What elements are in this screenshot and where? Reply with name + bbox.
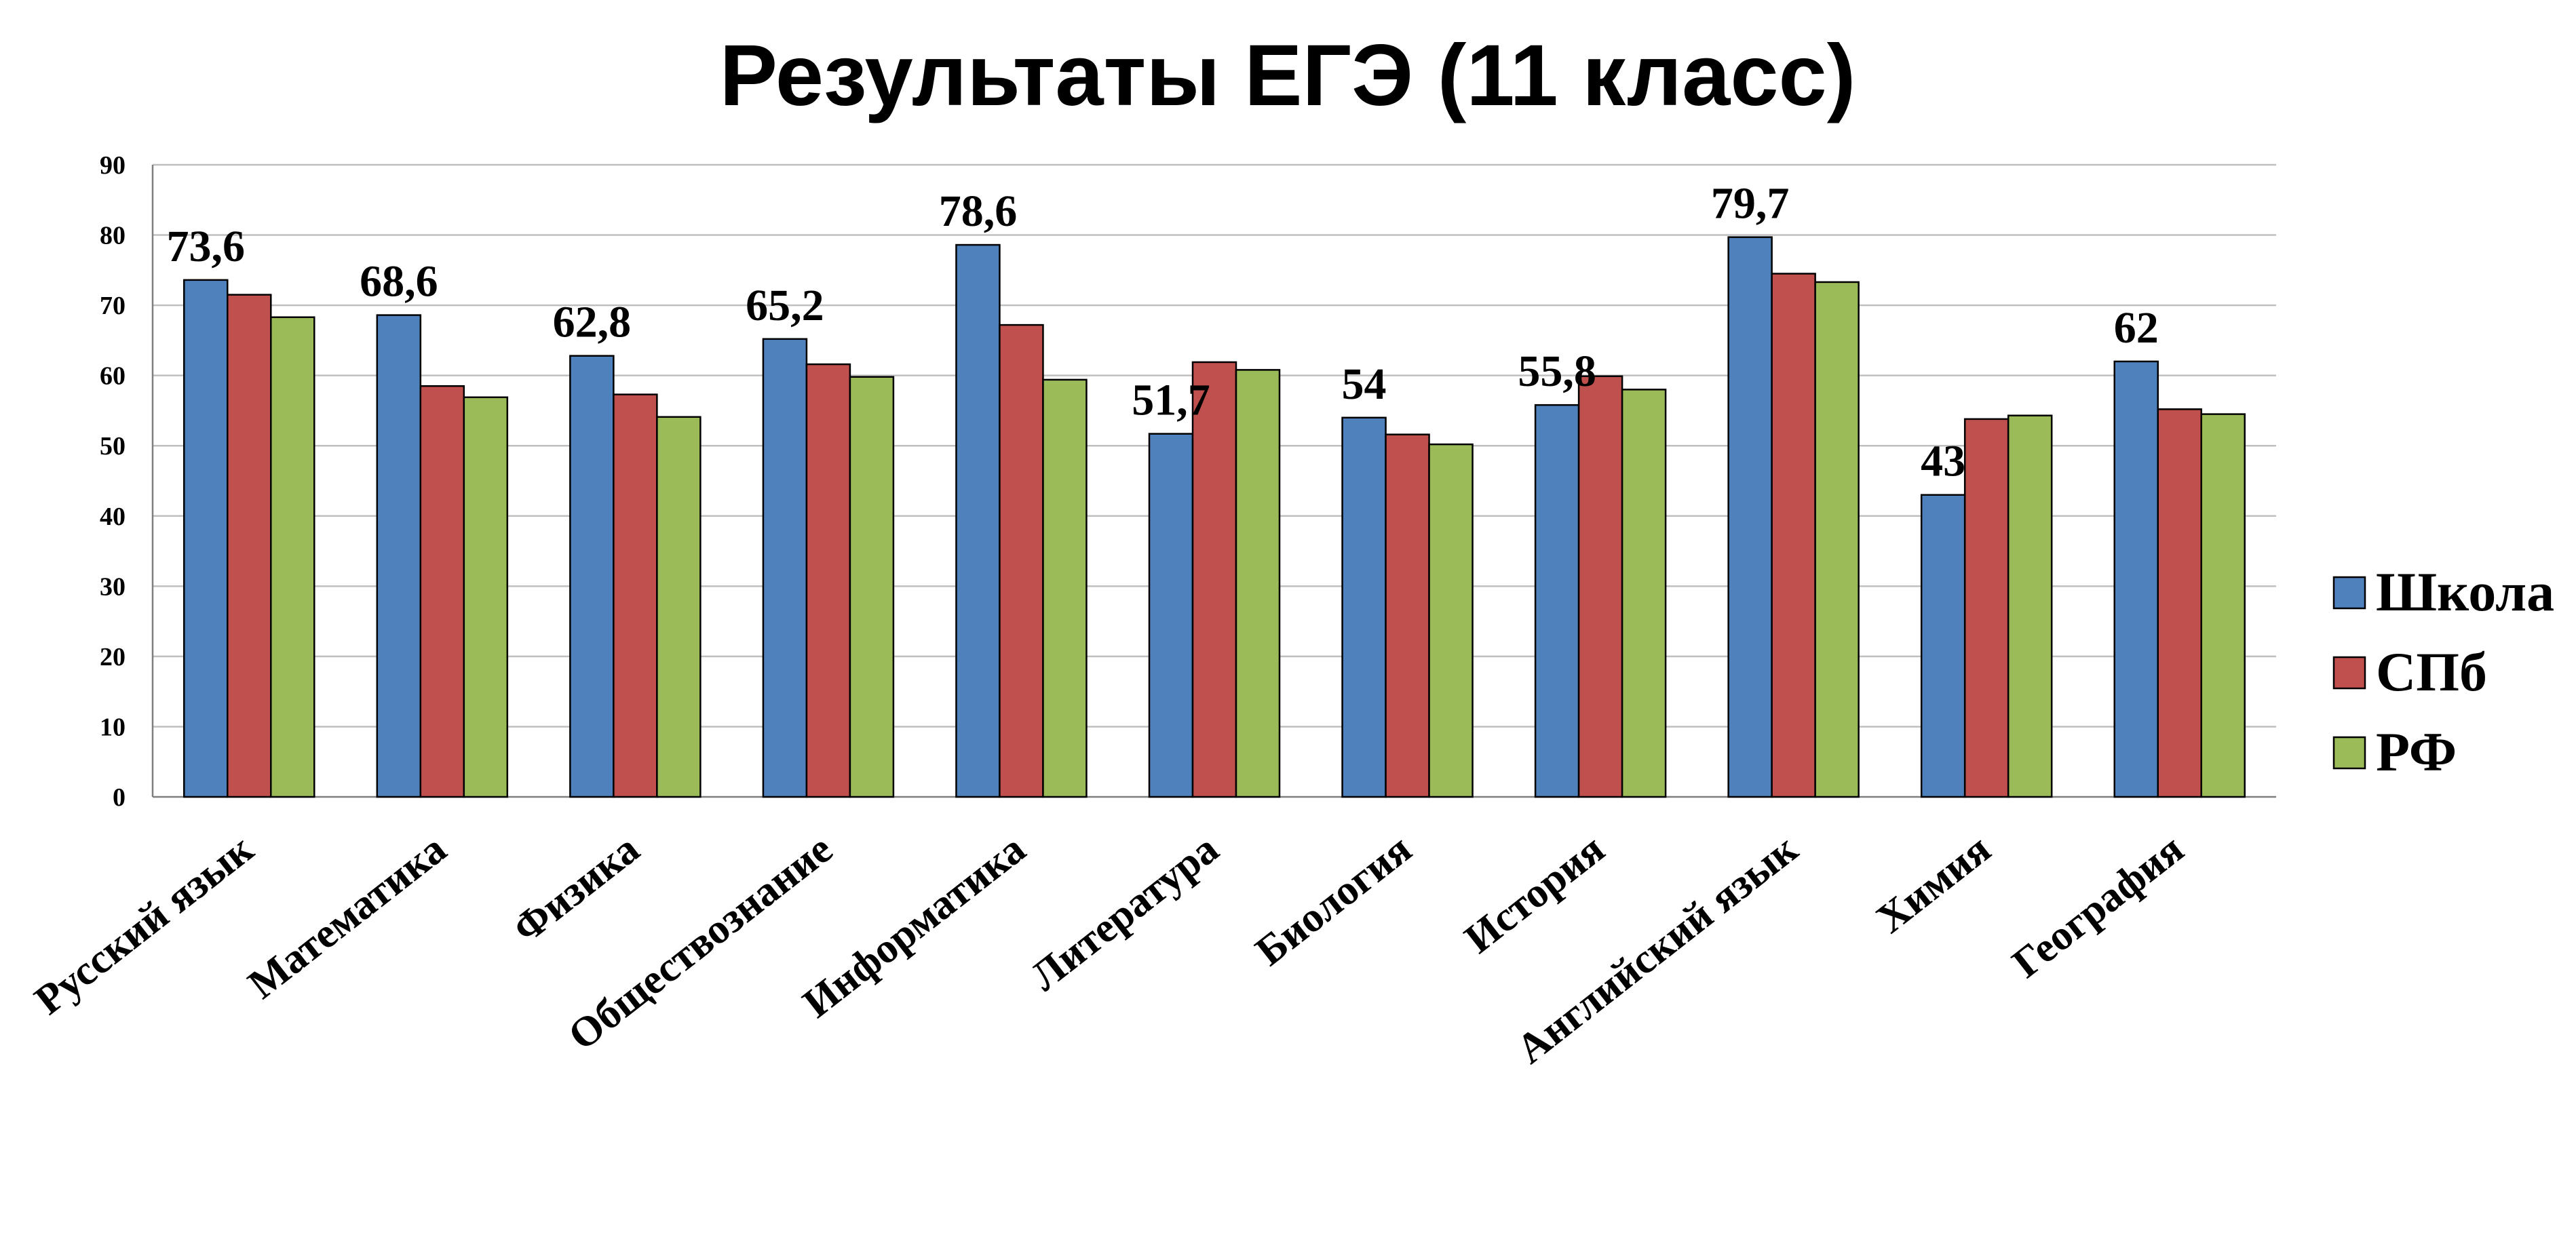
y-tick-label: 20 [100, 643, 126, 671]
data-label: 73,6 [167, 222, 246, 271]
bar [955, 243, 1001, 798]
data-label: 79,7 [1711, 179, 1790, 229]
x-tick-label: Математика [240, 825, 455, 1007]
bar [569, 355, 615, 798]
y-tick-label: 80 [100, 222, 126, 250]
bar [1385, 433, 1430, 798]
data-label: 55,8 [1518, 347, 1596, 396]
x-tick-label: География [2004, 825, 2193, 987]
data-label: 54 [1342, 359, 1387, 409]
bar [227, 294, 272, 798]
bar [613, 393, 658, 798]
x-tick-label: Русский язык [26, 825, 262, 1023]
x-tick-label: Химия [1868, 825, 1999, 942]
legend: Школа СПб РФ [2332, 561, 2554, 783]
x-tick-label: Физика [504, 825, 648, 952]
y-tick-label: 70 [100, 292, 126, 320]
data-label: 51,7 [1132, 376, 1210, 425]
bar [1963, 418, 2010, 798]
bar [1727, 236, 1773, 798]
legend-swatch [2332, 736, 2366, 770]
legend-label: РФ [2376, 721, 2457, 783]
bar [1428, 443, 1474, 798]
bar [1042, 378, 1088, 798]
y-axis: 0 10 20 30 40 50 60 70 80 90 [100, 151, 154, 812]
bar [2157, 408, 2202, 798]
legend-swatch [2332, 576, 2366, 610]
bar [1920, 494, 1966, 798]
bar [849, 376, 895, 798]
y-tick-label: 40 [100, 503, 126, 531]
bar [1534, 404, 1580, 798]
y-tick-label: 90 [100, 151, 126, 180]
bar [1771, 273, 1816, 798]
bar [762, 338, 808, 798]
bar [1148, 433, 1194, 798]
y-tick-label: 30 [100, 572, 126, 601]
bar [270, 316, 315, 798]
bar [2007, 414, 2053, 798]
y-tick-label: 50 [100, 432, 126, 460]
chart-title: Результаты ЕГЭ (11 класс) [720, 27, 1856, 124]
bar [1341, 416, 1387, 798]
bar [1621, 389, 1667, 798]
data-labels: 73,6 68,6 62,8 65,2 78,6 51,7 54 55,8 79,7 43 62 [167, 179, 2159, 486]
y-tick-label: 0 [113, 783, 126, 812]
bar [1577, 375, 1623, 798]
legend-label: СПб [2376, 641, 2487, 703]
bar [183, 279, 229, 798]
data-label: 62 [2114, 303, 2159, 353]
bar [999, 324, 1044, 798]
bar [656, 416, 701, 798]
bar [2113, 360, 2159, 798]
x-tick-label: Литература [1022, 825, 1227, 1000]
bar [1235, 369, 1281, 798]
bar [463, 396, 509, 798]
y-tick-label: 60 [100, 362, 126, 391]
x-tick-label: Биология [1247, 825, 1420, 975]
data-label: 68,6 [360, 257, 438, 307]
legend-label: Школа [2376, 561, 2554, 623]
bar [419, 385, 465, 798]
bar [1814, 281, 1860, 798]
data-label: 78,6 [939, 187, 1018, 236]
bars [183, 236, 2246, 798]
y-tick-label: 10 [100, 713, 126, 741]
bar [1191, 361, 1237, 798]
data-label: 65,2 [746, 281, 824, 330]
data-label: 62,8 [553, 298, 632, 347]
bar [376, 314, 422, 798]
bar [2200, 413, 2246, 798]
data-label: 43 [1921, 437, 1965, 486]
x-tick-label: История [1457, 825, 1613, 962]
bar [805, 363, 851, 798]
legend-swatch [2332, 656, 2366, 690]
